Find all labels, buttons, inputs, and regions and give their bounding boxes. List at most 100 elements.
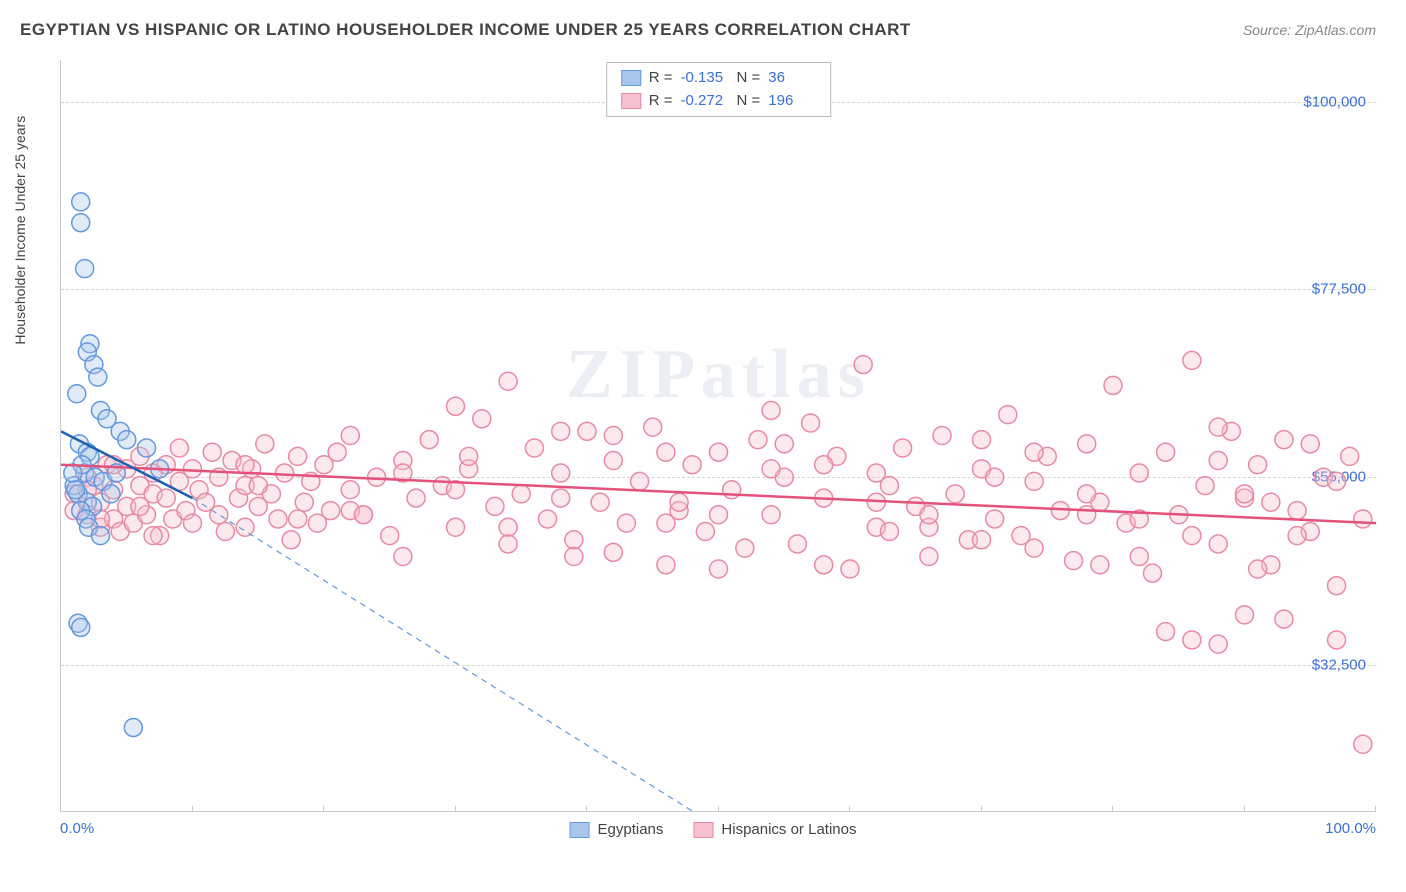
swatch-hispanics-icon <box>621 93 641 109</box>
scatter-point <box>696 522 714 540</box>
scatter-point <box>341 481 359 499</box>
x-tick-max: 100.0% <box>1325 820 1376 837</box>
bottom-legend: Egyptians Hispanics or Latinos <box>570 821 857 838</box>
scatter-point <box>1328 472 1346 490</box>
scatter-point <box>710 506 728 524</box>
scatter-point <box>854 356 872 374</box>
scatter-point <box>525 439 543 457</box>
scatter-point <box>1328 631 1346 649</box>
scatter-point <box>657 556 675 574</box>
scatter-point <box>72 214 90 232</box>
scatter-point <box>1275 610 1293 628</box>
scatter-point <box>683 456 701 474</box>
scatter-point <box>1236 485 1254 503</box>
scatter-point <box>1143 564 1161 582</box>
scatter-point <box>670 493 688 511</box>
scatter-point <box>552 422 570 440</box>
scatter-point <box>1236 606 1254 624</box>
scatter-point <box>216 522 234 540</box>
scatter-point <box>1262 493 1280 511</box>
scatter-point <box>1078 485 1096 503</box>
scatter-point <box>1341 447 1359 465</box>
scatter-point <box>486 497 504 515</box>
scatter-point <box>710 560 728 578</box>
scatter-point <box>322 502 340 520</box>
scatter-point <box>91 527 109 545</box>
scatter-point <box>973 431 991 449</box>
scatter-point <box>407 489 425 507</box>
scatter-point <box>66 481 84 499</box>
scatter-point <box>1288 502 1306 520</box>
scatter-point <box>749 431 767 449</box>
legend-hispanics: Hispanics or Latinos <box>693 821 856 838</box>
scatter-point <box>657 443 675 461</box>
scatter-point <box>276 464 294 482</box>
scatter-point <box>802 414 820 432</box>
r-value-egyptians: -0.135 <box>681 67 729 90</box>
scatter-point <box>894 439 912 457</box>
scatter-point <box>447 397 465 415</box>
scatter-point <box>1249 560 1267 578</box>
scatter-point <box>282 531 300 549</box>
scatter-point <box>89 368 107 386</box>
scatter-point <box>210 506 228 524</box>
scatter-point <box>512 485 530 503</box>
scatter-point <box>1209 535 1227 553</box>
chart-container: Householder Income Under 25 years R = -0… <box>50 60 1376 842</box>
scatter-point <box>249 477 267 495</box>
scatter-point <box>256 435 274 453</box>
scatter-point <box>1301 435 1319 453</box>
scatter-point <box>131 497 149 515</box>
scatter-point <box>72 193 90 211</box>
scatter-point <box>986 510 1004 528</box>
swatch-egyptians-icon <box>621 70 641 86</box>
scatter-point <box>1183 527 1201 545</box>
legend-egyptians: Egyptians <box>570 821 664 838</box>
scatter-point <box>184 460 202 478</box>
scatter-point <box>1025 443 1043 461</box>
scatter-point <box>76 260 94 278</box>
source-label: Source: ZipAtlas.com <box>1243 22 1376 38</box>
scatter-point <box>1025 539 1043 557</box>
scatter-point <box>578 422 596 440</box>
scatter-point <box>617 514 635 532</box>
scatter-point <box>775 435 793 453</box>
scatter-point <box>460 447 478 465</box>
r-label: R = <box>649 90 673 113</box>
scatter-point <box>552 464 570 482</box>
scatter-point <box>289 510 307 528</box>
plot-area: R = -0.135 N = 36 R = -0.272 N = 196 ZIP… <box>60 60 1376 812</box>
legend-label-egyptians: Egyptians <box>598 821 664 838</box>
r-value-hispanics: -0.272 <box>681 90 729 113</box>
scatter-point <box>1065 552 1083 570</box>
chart-title: EGYPTIAN VS HISPANIC OR LATINO HOUSEHOLD… <box>20 20 911 40</box>
scatter-point <box>102 485 120 503</box>
scatter-point <box>295 493 313 511</box>
r-label: R = <box>649 67 673 90</box>
scatter-point <box>973 531 991 549</box>
scatter-point <box>1196 477 1214 495</box>
scatter-point <box>539 510 557 528</box>
scatter-point <box>269 510 287 528</box>
scatter-point <box>880 522 898 540</box>
scatter-point <box>841 560 859 578</box>
scatter-point <box>1091 556 1109 574</box>
scatter-point <box>1183 631 1201 649</box>
scatter-point <box>1209 635 1227 653</box>
scatter-point <box>604 452 622 470</box>
scatter-point <box>1025 472 1043 490</box>
scatter-point <box>499 518 517 536</box>
scatter-point <box>473 410 491 428</box>
swatch-hispanics-icon <box>693 822 713 838</box>
scatter-point <box>723 481 741 499</box>
scatter-point <box>815 556 833 574</box>
scatter-point <box>170 439 188 457</box>
scatter-point <box>328 443 346 461</box>
scatter-point <box>1130 464 1148 482</box>
scatter-point <box>1078 506 1096 524</box>
y-axis-label: Householder Income Under 25 years <box>12 116 28 345</box>
scatter-point <box>1157 623 1175 641</box>
scatter-point <box>867 464 885 482</box>
scatter-point <box>933 427 951 445</box>
scatter-point <box>354 506 372 524</box>
